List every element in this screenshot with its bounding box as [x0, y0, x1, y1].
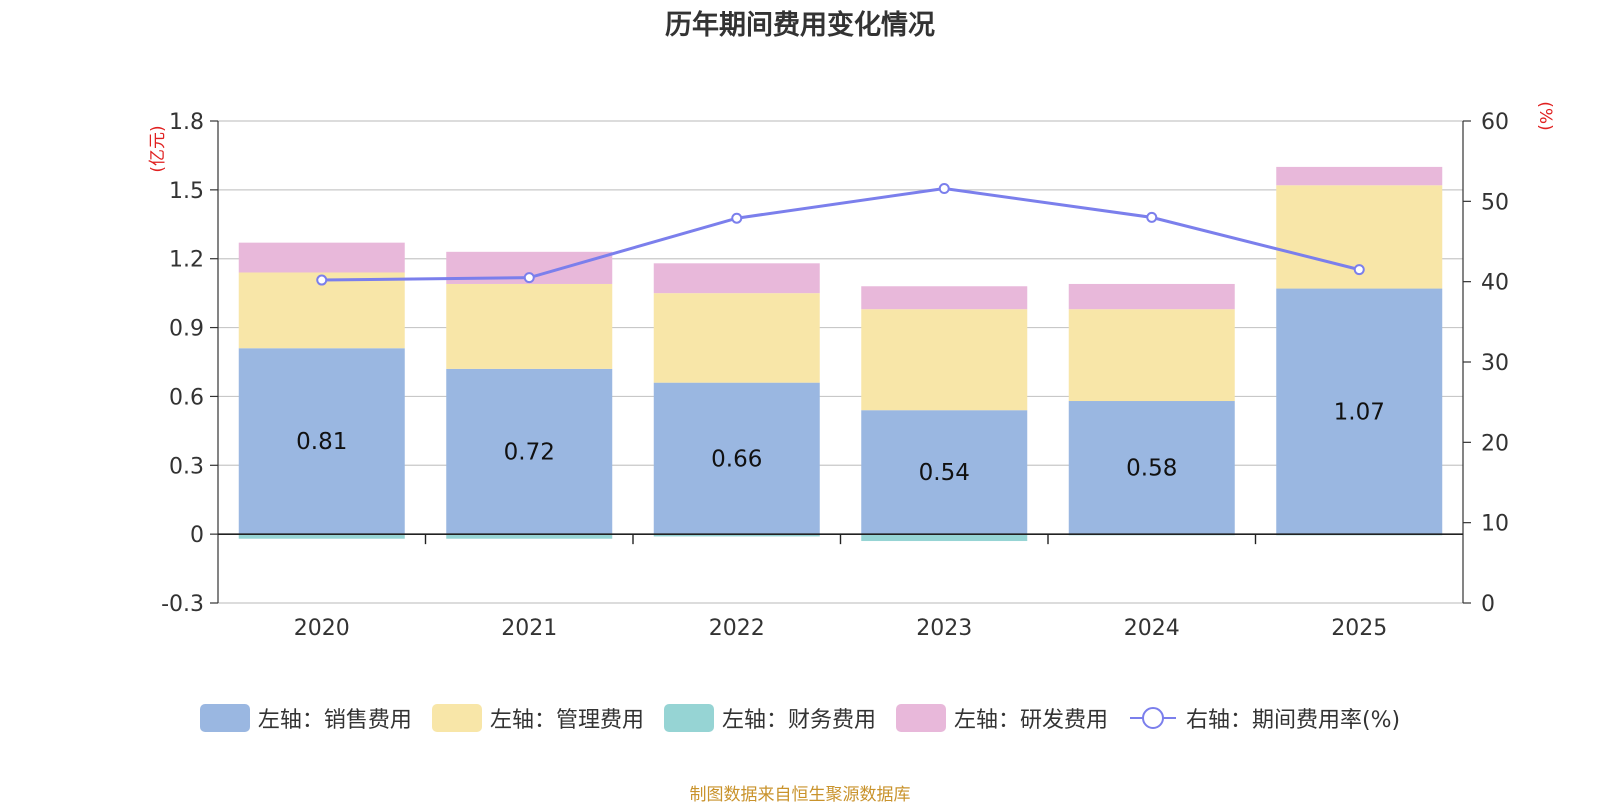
- bar-data-label-2025: 1.07: [1334, 399, 1385, 425]
- chart-title: 历年期间费用变化情况: [665, 10, 935, 41]
- right-axis-tick-label: 40: [1481, 271, 1509, 296]
- expense-rate-line: [321, 186, 1360, 282]
- left-axis-tick-label: 1.8: [169, 110, 204, 135]
- left-axis-tick-label: 1.2: [169, 248, 204, 273]
- bar-segment-2022: [653, 293, 820, 383]
- bar-data-label-2021: 0.72: [504, 440, 555, 466]
- bar-segment-2022: [653, 382, 820, 535]
- legend: 左轴：销售费用 左轴：管理费用 左轴：财务费用 左轴：研发费用 右轴：期间费用率…: [0, 702, 1600, 734]
- bar-segment-2023: [861, 534, 1028, 542]
- right-axis-tick-label: 0: [1481, 592, 1495, 617]
- data-labels: 0.81 0.72 0.66 0.54 0.58 1.07: [296, 399, 1385, 486]
- legend-label-sales: 左轴：销售费用: [257, 708, 412, 733]
- expense-rate-point-2024: [1146, 211, 1158, 223]
- legend-item-finance[interactable]: 左轴：财务费用: [663, 702, 876, 734]
- bar-segment-2024: [1068, 309, 1235, 402]
- bar-data-label-2020: 0.81: [296, 429, 347, 455]
- bar-segment-2024: [1068, 401, 1235, 535]
- legend-swatch-finance: [663, 704, 714, 732]
- left-axis-tick-label: 0.3: [169, 454, 204, 479]
- expense-rate-point-2020: [316, 274, 328, 286]
- bar-segment-2021: [446, 534, 613, 539]
- bar-segment-2022: [653, 263, 820, 294]
- bar-segment-2020: [238, 534, 405, 539]
- legend-line-marker-icon: [1129, 707, 1176, 729]
- expense-rate-point-2022: [731, 212, 743, 224]
- left-axis-unit-label: (亿元): [148, 125, 168, 172]
- legend-label-admin: 左轴：管理费用: [489, 708, 644, 733]
- left-axis-tick-label: 1.5: [169, 179, 204, 204]
- bar-segment-2025: [1276, 166, 1443, 186]
- legend-label-expense-rate: 右轴：期间费用率(%): [1185, 708, 1401, 733]
- left-axis-tick-label: 0.6: [169, 385, 204, 410]
- bar-data-label-2024: 0.58: [1126, 456, 1177, 482]
- bar-segment-2021: [446, 368, 613, 535]
- x-axis-tick-label: 2025: [1331, 616, 1387, 641]
- x-axis-tick-label: 2024: [1124, 616, 1180, 641]
- bar-segment-2023: [861, 286, 1028, 310]
- bar-segment-2024: [1068, 283, 1235, 310]
- right-axis-tick-label: 20: [1481, 431, 1509, 456]
- right-axis-tick-label: 50: [1481, 190, 1509, 215]
- bar-data-label-2023: 0.54: [919, 460, 970, 486]
- source-note: 制图数据来自恒生聚源数据库: [689, 785, 911, 805]
- expense-rate-point-2023: [938, 182, 950, 194]
- bar-series: [238, 166, 1443, 542]
- legend-item-expense-rate[interactable]: 右轴：期间费用率(%): [1128, 702, 1400, 734]
- bar-segment-2021: [446, 283, 613, 369]
- axes: -0.3 0 0.3 0.6 0.9 1.2 1.5 1.8 0 10 20 30 40 50 60 2020…: [148, 101, 1555, 641]
- line-series: [316, 182, 1365, 286]
- legend-item-rnd[interactable]: 左轴：研发费用: [895, 702, 1108, 734]
- legend-swatch-sales: [199, 704, 250, 732]
- x-axis-tick-label: 2022: [709, 616, 765, 641]
- bar-segment-2025: [1276, 288, 1443, 535]
- legend-label-rnd: 左轴：研发费用: [953, 708, 1108, 733]
- bar-segment-2022: [653, 534, 820, 537]
- bar-segment-2023: [861, 309, 1028, 411]
- bar-segment-2020: [238, 242, 405, 273]
- expense-rate-point-2025: [1353, 264, 1365, 276]
- bar-data-label-2022: 0.66: [711, 446, 762, 472]
- right-axis-tick-label: 30: [1481, 351, 1509, 376]
- left-axis-tick-label: 0: [190, 523, 204, 548]
- legend-item-admin[interactable]: 左轴：管理费用: [431, 702, 644, 734]
- bar-segment-2020: [238, 348, 405, 535]
- bar-segment-2023: [861, 410, 1028, 535]
- right-axis-tick-label: 10: [1481, 512, 1509, 537]
- legend-swatch-rnd: [895, 704, 946, 732]
- left-axis-tick-label: 0.9: [169, 317, 204, 342]
- right-axis-unit-label: (%): [1535, 101, 1555, 130]
- right-axis-tick-label: 60: [1481, 110, 1509, 135]
- x-axis-tick-label: 2020: [294, 616, 350, 641]
- legend-swatch-admin: [431, 704, 482, 732]
- x-axis-tick-label: 2021: [501, 616, 557, 641]
- legend-item-sales[interactable]: 左轴：销售费用: [199, 702, 412, 734]
- x-axis-tick-label: 2023: [916, 616, 972, 641]
- left-axis-tick-label: -0.3: [161, 592, 204, 617]
- expense-rate-point-2021: [523, 272, 535, 284]
- grid-lines: [218, 120, 1463, 604]
- legend-label-finance: 左轴：财务费用: [721, 708, 876, 733]
